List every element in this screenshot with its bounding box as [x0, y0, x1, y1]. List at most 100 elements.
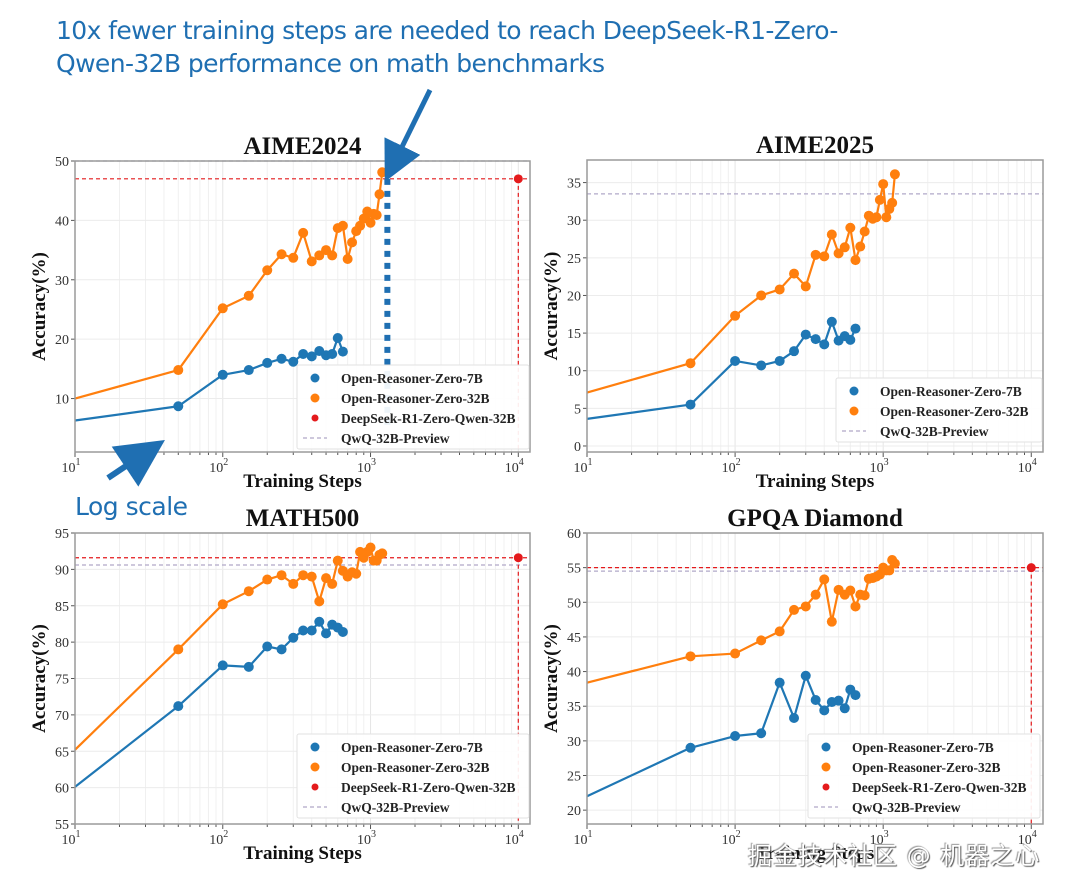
data-point-open-reasoner-zero-7b: [298, 349, 309, 360]
data-point-open-reasoner-zero-32b: [243, 586, 254, 597]
legend-label-open-reasoner-zero-7b: Open-Reasoner-Zero-7B: [880, 384, 1022, 399]
chart-math500: 55 60 65 70 75 80 85 90 95 101 102 103 104 MATH500 Tra…: [29, 505, 531, 864]
y-tick-label: 25: [567, 770, 581, 785]
legend-label-deepseek-r1-zero-qwen-32b: DeepSeek-R1-Zero-Qwen-32B: [852, 780, 1026, 795]
data-point-open-reasoner-zero-32b: [826, 616, 837, 627]
y-axis-label: Accuracy(%): [541, 252, 562, 361]
headline-arrow-icon: [384, 88, 433, 182]
x-tick-label: 102: [209, 829, 228, 848]
y-tick-label: 45: [567, 631, 581, 646]
data-point-open-reasoner-zero-32b: [288, 578, 299, 589]
data-point-open-reasoner-zero-32b: [332, 555, 343, 566]
chart-aime2024: 10 20 30 40 50 101 102 103 104 AIME2024 Training S…: [29, 133, 531, 492]
data-point-open-reasoner-zero-32b: [342, 253, 353, 264]
data-point-open-reasoner-zero-32b: [826, 229, 837, 240]
legend: Open-Reasoner-Zero-7B Open-Reasoner-Zero-…: [296, 364, 530, 450]
y-tick-label: 30: [567, 735, 581, 750]
data-point-open-reasoner-zero-7b: [337, 626, 348, 637]
data-point-open-reasoner-zero-7b: [685, 399, 696, 410]
data-point-open-reasoner-zero-32b: [887, 197, 898, 208]
x-axis-label: Training Steps: [243, 843, 361, 864]
data-point-open-reasoner-zero-32b: [789, 268, 800, 279]
data-point-open-reasoner-zero-32b: [810, 249, 821, 260]
legend-label-open-reasoner-zero-7b: Open-Reasoner-Zero-7B: [852, 740, 994, 755]
data-point-open-reasoner-zero-7b: [337, 346, 348, 357]
data-point-open-reasoner-zero-7b: [819, 339, 830, 350]
y-tick-label: 60: [55, 782, 69, 797]
data-point-open-reasoner-zero-7b: [276, 644, 287, 655]
data-point-open-reasoner-zero-32b: [173, 644, 184, 655]
x-tick-label: 101: [574, 829, 593, 848]
data-point-open-reasoner-zero-32b: [878, 179, 889, 190]
data-point-open-reasoner-zero-7b: [306, 625, 317, 636]
y-tick-label: 30: [567, 214, 581, 229]
legend-box: [296, 364, 530, 450]
data-point-open-reasoner-zero-32b: [730, 310, 741, 321]
data-point-open-reasoner-zero-32b: [288, 252, 299, 263]
legend-label-qwq-32b-preview: QwQ-32B-Preview: [341, 800, 450, 815]
y-tick-label: 65: [55, 745, 69, 760]
log-scale-arrow-icon: [106, 440, 165, 487]
data-point-open-reasoner-zero-7b: [327, 349, 338, 360]
y-tick-label: 95: [55, 527, 69, 542]
data-point-open-reasoner-zero-32b: [845, 585, 856, 596]
series-line-open-reasoner-zero-32b: [74, 546, 383, 751]
data-point-open-reasoner-zero-7b: [800, 670, 811, 681]
legend-label-qwq-32b-preview: QwQ-32B-Preview: [852, 800, 961, 815]
reference-point-deepseek-r1-zero-qwen-32b: [513, 174, 523, 184]
y-tick-label: 40: [567, 666, 581, 681]
data-point-open-reasoner-zero-32b: [327, 250, 338, 261]
headline-line-2: Qwen-32B performance on math benchmarks: [56, 49, 605, 78]
y-tick-label: 35: [567, 177, 581, 192]
y-tick-label: 60: [567, 527, 581, 542]
data-point-open-reasoner-zero-7b: [306, 351, 317, 362]
data-point-open-reasoner-zero-32b: [850, 255, 861, 266]
legend-label-qwq-32b-preview: QwQ-32B-Preview: [341, 431, 450, 446]
data-point-open-reasoner-zero-7b: [288, 632, 299, 643]
data-point-open-reasoner-zero-32b: [800, 601, 811, 612]
data-point-open-reasoner-zero-32b: [276, 570, 287, 581]
x-tick-label: 102: [209, 457, 228, 476]
data-point-open-reasoner-zero-32b: [845, 222, 856, 233]
headline-line-1: 10x fewer training steps are needed to r…: [56, 16, 838, 45]
legend-marker-icon: [821, 742, 831, 752]
data-point-open-reasoner-zero-7b: [730, 731, 741, 742]
data-point-open-reasoner-zero-7b: [800, 329, 811, 340]
x-tick-label: 102: [722, 829, 741, 848]
x-tick-label: 104: [1018, 457, 1037, 476]
data-point-open-reasoner-zero-7b: [217, 369, 228, 380]
data-point-open-reasoner-zero-32b: [871, 212, 882, 223]
data-point-open-reasoner-zero-32b: [850, 601, 861, 612]
data-point-open-reasoner-zero-7b: [276, 353, 287, 364]
data-point-open-reasoner-zero-32b: [730, 648, 741, 659]
legend-label-qwq-32b-preview: QwQ-32B-Preview: [880, 424, 989, 439]
y-tick-label: 55: [55, 818, 69, 833]
data-point-open-reasoner-zero-32b: [306, 571, 317, 582]
data-point-open-reasoner-zero-7b: [217, 660, 228, 671]
data-point-open-reasoner-zero-32b: [314, 250, 325, 261]
data-point-open-reasoner-zero-7b: [288, 356, 299, 367]
data-point-open-reasoner-zero-32b: [859, 590, 870, 601]
y-tick-label: 20: [55, 333, 69, 348]
x-axis-label: Training Steps: [243, 471, 361, 492]
x-tick-label: 101: [62, 829, 81, 848]
data-point-open-reasoner-zero-32b: [774, 626, 785, 637]
data-point-open-reasoner-zero-32b: [819, 251, 830, 262]
legend: Open-Reasoner-Zero-7B Open-Reasoner-Zero-…: [296, 733, 530, 819]
data-point-open-reasoner-zero-7b: [243, 661, 254, 672]
chart-title: AIME2025: [756, 132, 874, 159]
y-tick-label: 10: [55, 393, 69, 408]
data-point-open-reasoner-zero-7b: [850, 323, 861, 334]
data-point-open-reasoner-zero-32b: [789, 604, 800, 615]
chart-title: GPQA Diamond: [727, 505, 903, 532]
legend-marker-icon: [822, 783, 830, 791]
data-point-open-reasoner-zero-32b: [371, 210, 382, 221]
legend-label-open-reasoner-zero-32b: Open-Reasoner-Zero-32B: [341, 760, 489, 775]
y-tick-label: 70: [55, 709, 69, 724]
data-point-open-reasoner-zero-32b: [819, 574, 830, 585]
y-axis-label: Accuracy(%): [29, 624, 50, 733]
y-tick-label: 80: [55, 636, 69, 651]
reference-point-deepseek-r1-zero-qwen-32b: [513, 553, 523, 563]
data-point-open-reasoner-zero-32b: [262, 574, 273, 585]
